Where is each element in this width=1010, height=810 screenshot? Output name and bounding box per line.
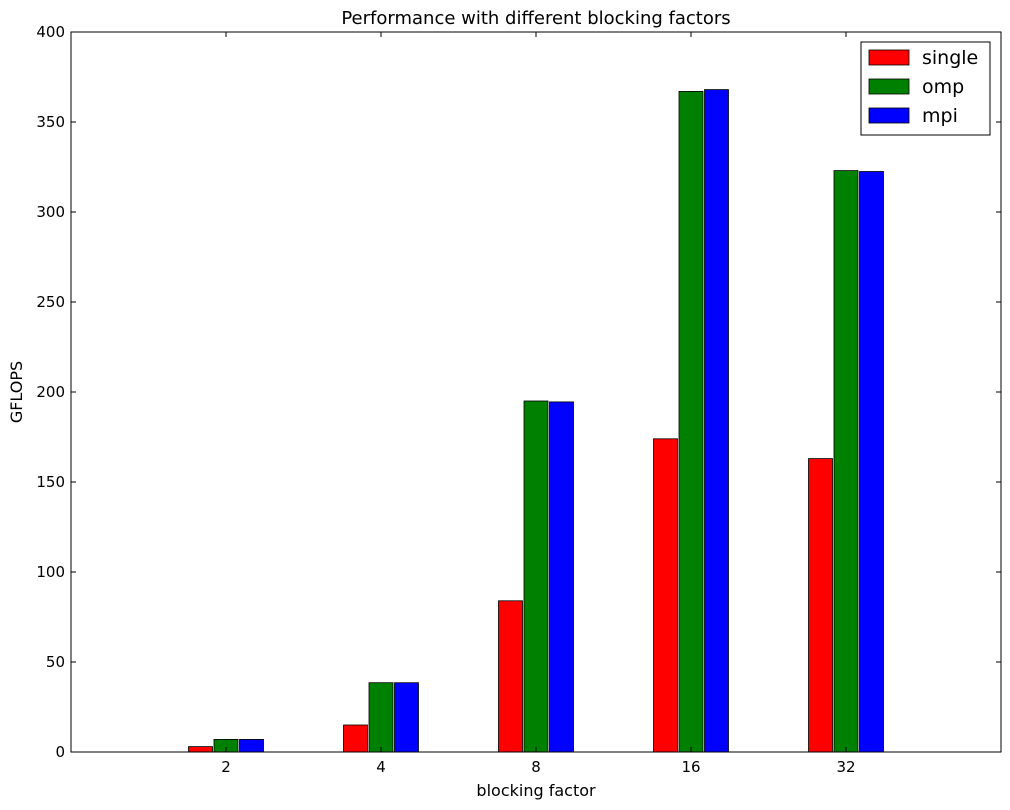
bar-mpi-16 — [704, 89, 729, 753]
bar-omp-32 — [833, 170, 859, 753]
y-tick-label: 200 — [36, 383, 65, 401]
bar-single-4 — [343, 724, 368, 753]
bar-mpi-2 — [239, 739, 264, 753]
bars-layer — [188, 89, 884, 753]
plot-frame — [70, 31, 1002, 753]
bar-mpi-4 — [394, 682, 419, 753]
x-tick-label: 2 — [221, 758, 231, 776]
y-tick-label: 100 — [36, 563, 65, 581]
bar-mpi-8 — [549, 401, 574, 753]
legend-label-omp: omp — [922, 76, 964, 98]
bar-omp-8 — [523, 400, 549, 753]
bar-omp-16 — [678, 91, 704, 753]
bar-single-32 — [808, 458, 833, 753]
legend-swatch-omp — [868, 78, 910, 95]
x-tick-label: 4 — [376, 758, 386, 776]
legend-swatch-single — [868, 49, 910, 66]
bar-mpi-32 — [859, 171, 884, 753]
x-tick-label: 32 — [836, 758, 855, 776]
x-axis-title: blocking factor — [476, 781, 596, 800]
ticks-layer: 2 4 8 16 32 0 50 100 150 200 250 300 350 400 — [36, 23, 1001, 776]
bar-single-16 — [653, 438, 678, 753]
y-tick-label: 400 — [36, 23, 65, 41]
y-tick-label: 300 — [36, 203, 65, 221]
legend-label-single: single — [922, 47, 978, 69]
legend-swatch-mpi — [868, 107, 910, 124]
x-tick-label: 16 — [681, 758, 700, 776]
chart-title: Performance with different blocking fact… — [341, 8, 730, 29]
bar-single-8 — [498, 600, 523, 753]
y-tick-label: 150 — [36, 473, 65, 491]
x-tick-label: 8 — [531, 758, 541, 776]
y-axis-title: GFLOPS — [7, 361, 26, 423]
legend-label-mpi: mpi — [922, 105, 958, 127]
y-tick-label: 350 — [36, 113, 65, 131]
bar-single-2 — [188, 746, 213, 753]
y-tick-label: 50 — [46, 653, 65, 671]
y-tick-label: 250 — [36, 293, 65, 311]
legend: single omp mpi — [860, 41, 991, 136]
y-tick-label: 0 — [55, 743, 65, 761]
bar-omp-4 — [368, 682, 394, 753]
